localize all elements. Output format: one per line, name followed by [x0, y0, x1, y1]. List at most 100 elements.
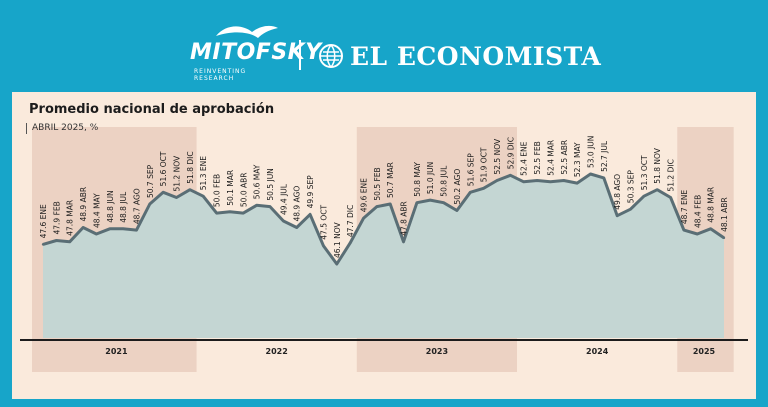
data-label: 48.8 JUN: [106, 190, 115, 222]
data-point: [656, 188, 659, 191]
data-point: [335, 262, 338, 266]
data-point: [402, 240, 405, 243]
data-label: 50.5 FEB: [373, 167, 382, 200]
data-label: 50.7 SEP: [146, 164, 155, 198]
data-point: [375, 205, 378, 208]
data-point: [469, 191, 472, 194]
data-label: 49.8 AGO: [613, 174, 622, 210]
data-point: [616, 214, 619, 217]
chart-title: Promedio nacional de aprobación: [29, 102, 275, 117]
data-label: 50.0 FEB: [213, 174, 222, 207]
data-point: [682, 228, 686, 232]
data-point: [509, 174, 512, 177]
data-label: 53.0 JUN: [587, 136, 596, 168]
data-point: [55, 239, 58, 242]
data-point: [81, 226, 85, 229]
data-label: 52.5 ABR: [560, 140, 569, 175]
data-point: [308, 213, 312, 216]
data-point: [108, 227, 112, 230]
data-point: [95, 232, 98, 236]
data-label: 49.9 SEP: [306, 175, 315, 209]
chart-subtitle: ABRIL 2025, %: [26, 123, 98, 134]
data-point: [642, 195, 646, 198]
data-label: 50.6 MAY: [253, 164, 262, 199]
header-banner: MITOFSKY REINVENTING RESEARCH EL ECONOMI…: [0, 0, 768, 92]
data-label: 51.8 DIC: [186, 151, 195, 183]
data-label: 50.0 ABR: [239, 173, 248, 208]
data-label: 50.8 MAY: [413, 162, 422, 197]
eleconomista-wordmark: EL ECONOMISTA: [350, 41, 602, 71]
data-point: [389, 202, 392, 206]
data-label: 51.9 OCT: [480, 147, 489, 182]
data-point: [535, 179, 539, 182]
data-point: [121, 227, 125, 230]
data-point: [175, 196, 178, 199]
data-point: [589, 172, 592, 176]
data-label: 47.6 ENE: [39, 204, 48, 238]
year-label-2024: 2024: [586, 347, 609, 356]
data-label: 50.8 JUL: [440, 165, 449, 197]
data-label: 48.9 ABR: [79, 187, 88, 222]
data-label: 51.6 SEP: [466, 153, 475, 187]
data-point: [522, 180, 525, 183]
data-point: [188, 188, 192, 191]
data-label: 48.1 ABR: [720, 197, 729, 232]
data-point: [602, 176, 605, 180]
logo-divider: [299, 40, 301, 70]
data-point: [722, 236, 726, 240]
mitofsky-bird-icon: [216, 25, 278, 38]
data-label: 52.5 FEB: [533, 141, 542, 174]
data-point: [709, 227, 712, 230]
year-label-2022: 2022: [266, 347, 288, 356]
data-label: 52.4 MAR: [546, 140, 555, 176]
data-point: [482, 187, 485, 190]
data-point: [362, 217, 365, 220]
approval-line: [42, 172, 725, 266]
data-label: 51.2 DIC: [667, 159, 676, 191]
mitofsky-logo: MITOFSKY REINVENTING RESEARCH: [190, 25, 321, 82]
data-label: 49.4 JUL: [279, 183, 288, 215]
data-label: 52.4 ENE: [520, 141, 529, 175]
data-label: 48.7 ENE: [680, 190, 689, 224]
data-label: 47.7 DIC: [346, 205, 355, 237]
data-label: 51.6 OCT: [159, 151, 168, 186]
data-point: [549, 180, 552, 183]
data-label: 50.2 AGO: [453, 169, 462, 205]
data-label: 46.1 NOV: [333, 222, 342, 258]
approval-chart: 2021 2022 2023 2024 2025 47.6 ENE 47.9 FEB 47.8…: [20, 127, 748, 372]
data-label: 51.0 JUN: [426, 162, 435, 194]
data-point: [295, 226, 298, 229]
year-label-2025: 2025: [693, 347, 716, 356]
data-label: 48.9 AGO: [293, 186, 302, 222]
eleconomista-globe-icon: [319, 44, 343, 68]
data-label: 50.5 JUN: [266, 168, 275, 200]
data-point: [148, 202, 151, 206]
data-point: [135, 228, 138, 232]
data-label: 52.5 NOV: [493, 138, 502, 174]
data-point: [268, 205, 272, 208]
data-label: 50.7 MAR: [386, 162, 395, 198]
data-label: 48.4 MAY: [92, 193, 101, 228]
data-label: 48.4 FEB: [693, 195, 702, 228]
bottom-strip: [0, 399, 768, 407]
data-point: [562, 179, 565, 182]
data-label: 48.8 MAR: [707, 187, 716, 223]
data-point: [575, 181, 579, 185]
data-point: [41, 243, 45, 246]
data-point: [696, 232, 699, 236]
data-point: [242, 211, 245, 215]
data-label: 47.5 OCT: [319, 204, 328, 239]
data-point: [215, 211, 218, 215]
data-point: [162, 191, 165, 194]
data-label: 48.8 JUL: [119, 191, 128, 223]
data-point: [68, 240, 71, 243]
data-point: [228, 210, 232, 213]
data-label: 47.8 ABR: [400, 201, 409, 236]
data-label: 51.2 NOV: [173, 155, 182, 191]
chart-panel: 2021 2022 2023 2024 2025 47.6 ENE 47.9 FEB 47.8…: [12, 92, 756, 399]
data-point: [415, 201, 419, 204]
data-point: [455, 209, 459, 212]
year-label-2023: 2023: [426, 347, 448, 356]
year-label-2021: 2021: [105, 347, 128, 356]
